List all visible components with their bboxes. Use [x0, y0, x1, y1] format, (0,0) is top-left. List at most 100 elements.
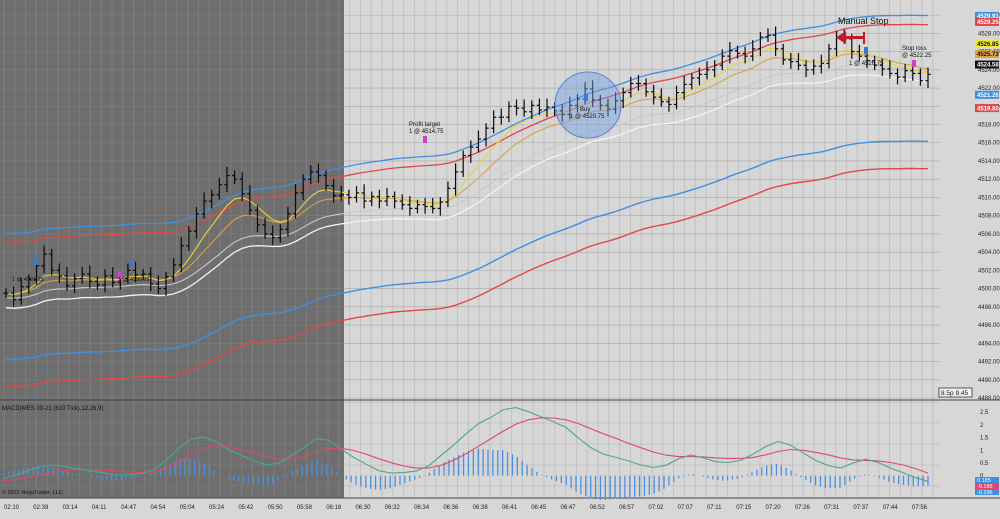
- price-bar: [704, 61, 710, 80]
- price-bar: [803, 60, 809, 78]
- price-tick-label: 4510.00: [978, 195, 1000, 201]
- macd-value-tag: [975, 477, 999, 483]
- price-tick-label: 4500.00: [978, 287, 1000, 293]
- price-bar: [171, 258, 177, 282]
- profit-target-label: Profit target: [409, 122, 440, 128]
- price-bar: [422, 197, 428, 214]
- price-bar: [110, 267, 116, 288]
- price-tag-box: [975, 104, 999, 113]
- time-tick-label: 04:11: [92, 505, 107, 511]
- price-bar: [3, 288, 9, 299]
- price-tick-label: 4518.00: [978, 123, 1000, 129]
- price-bar: [452, 163, 459, 196]
- price-bar: [323, 170, 329, 191]
- price-bar: [635, 74, 642, 91]
- slow-ma-white: [5, 74, 929, 309]
- price-bar: [750, 40, 756, 62]
- price-tag-box: [975, 11, 999, 20]
- price-bars: [3, 26, 931, 307]
- price-bar: [224, 166, 230, 192]
- price-bar: [651, 84, 657, 105]
- price-tag-box: [975, 17, 999, 26]
- price-tick-label: 4522.00: [978, 86, 1000, 92]
- lower-band-blue: [5, 140, 928, 360]
- price-bar: [483, 123, 489, 147]
- price-bar: [430, 197, 436, 214]
- price-bar: [26, 274, 32, 295]
- macd-value-label: -0.185: [977, 484, 993, 490]
- price-bar: [727, 42, 733, 64]
- price-bar: [369, 191, 375, 207]
- price-bar: [148, 267, 154, 292]
- macd-line: [3, 407, 929, 482]
- price-bar: [673, 85, 680, 110]
- price-bar: [788, 52, 794, 69]
- price-tick-label: 4494.00: [978, 341, 1000, 347]
- macd-tick-label: 0: [980, 474, 984, 480]
- early-exit-marker: [118, 272, 122, 279]
- price-tick-label: 4512.00: [978, 177, 1000, 183]
- price-bar: [254, 205, 261, 233]
- price-bar: [719, 49, 725, 71]
- price-tick-label: 4490.00: [978, 378, 1000, 384]
- price-bar: [346, 189, 352, 205]
- price-bar: [757, 31, 763, 57]
- time-tick-label: 03:14: [63, 505, 79, 511]
- price-tag-label: 4524.58: [977, 63, 999, 69]
- time-tick-label: 06:36: [443, 505, 459, 511]
- price-bar: [239, 172, 245, 202]
- price-bar: [734, 45, 741, 59]
- price-bar: [917, 68, 923, 86]
- price-bar: [178, 237, 184, 273]
- price-tick-label: 4516.00: [978, 141, 1000, 147]
- price-bar: [567, 96, 573, 120]
- macd-panel: MACD(MES 09-21 (610 Tick),12,26,9) 2.5 2 1.…: [2, 406, 999, 500]
- price-bar: [125, 263, 131, 284]
- price-bar: [163, 271, 169, 296]
- price-tag: 4529.25: [975, 17, 999, 26]
- macd-tick-label: 2.5: [980, 410, 989, 416]
- macd-signal-line: [3, 417, 929, 482]
- mid-ma-orange: [5, 53, 929, 295]
- price-bar: [87, 265, 93, 289]
- price-bar: [894, 68, 901, 85]
- price-tick-label: 4488.00: [978, 396, 1000, 402]
- price-bar: [590, 80, 596, 108]
- price-bar: [712, 60, 718, 78]
- manual-stop-arrowhead: [836, 31, 846, 44]
- time-tick-label: 07:31: [824, 505, 840, 511]
- price-bar: [742, 46, 748, 64]
- price-bar: [353, 186, 360, 203]
- price-bar: [285, 207, 291, 237]
- lower-band-red: [5, 167, 929, 388]
- price-bar: [209, 189, 215, 209]
- macd-value-tag: [975, 483, 999, 489]
- upper-band-blue: [5, 14, 928, 234]
- stop-loss-price: @ 4522.25: [902, 53, 932, 59]
- time-tick-label: 06:18: [326, 505, 342, 511]
- macd-tick-label: 1.5: [980, 436, 989, 442]
- slow-ma-grey: [5, 64, 929, 299]
- price-bar: [300, 174, 306, 201]
- price-bar: [18, 278, 24, 305]
- price-bar: [498, 108, 504, 125]
- price-bar: [902, 63, 908, 83]
- price-bar: [308, 165, 314, 185]
- price-bar: [399, 194, 405, 210]
- time-tick-label: 06:41: [502, 505, 518, 511]
- price-bar: [407, 196, 413, 216]
- time-tick-label: 07:11: [707, 505, 722, 511]
- price-bar: [826, 43, 832, 69]
- price-bar: [56, 263, 62, 284]
- macd-label: MACD(MES 09-21 (610 Tick),12,26,9): [2, 406, 103, 412]
- early-trade-price: 1 @ 4501.25: [12, 277, 44, 283]
- price-bar: [445, 181, 451, 208]
- price-bar: [71, 273, 78, 294]
- price-bar: [277, 224, 283, 243]
- price-tag: 4524.58: [975, 60, 999, 69]
- price-bar: [925, 67, 931, 89]
- price-bar: [574, 93, 581, 113]
- early-buy-marker-2: [130, 259, 134, 266]
- macd-value-tag: [975, 489, 999, 495]
